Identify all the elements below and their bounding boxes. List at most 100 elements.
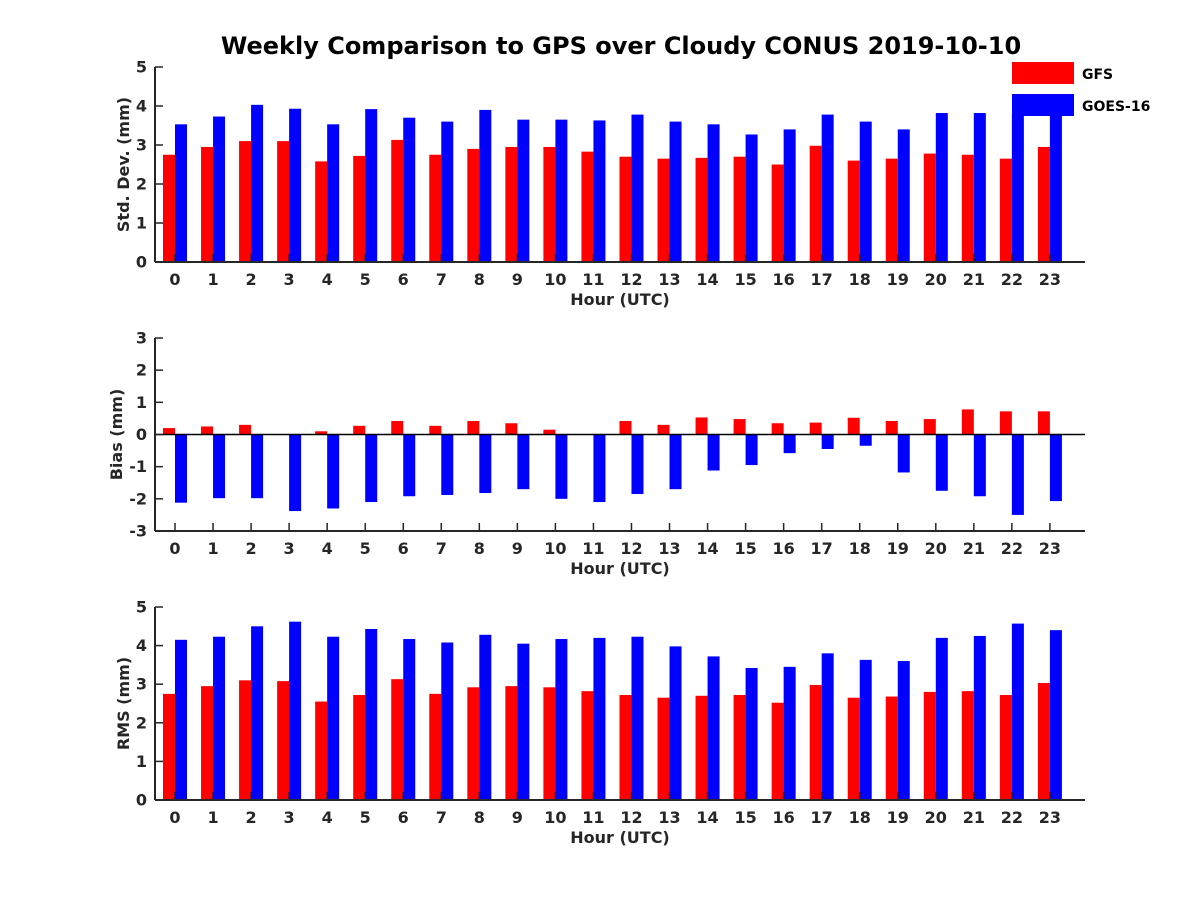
bar-goes16-hour-16 <box>783 129 796 262</box>
y-tick-label: 2 <box>136 175 147 194</box>
bar-goes16-hour-20 <box>935 113 948 263</box>
x-tick-label: 11 <box>582 270 604 289</box>
bar-gfs-hour-21 <box>961 154 974 262</box>
y-tick-label: 5 <box>136 58 147 77</box>
bar-gfs-hour-6 <box>391 679 404 800</box>
bar-gfs-hour-17 <box>809 145 822 262</box>
bar-goes16-hour-19 <box>897 129 910 262</box>
x-tick-label: 21 <box>963 539 985 558</box>
bar-gfs-hour-13 <box>657 424 670 435</box>
bar-gfs-hour-18 <box>847 697 860 800</box>
x-tick-label: 16 <box>773 270 795 289</box>
bar-goes16-hour-8 <box>479 434 492 494</box>
y-axis-label: Std. Dev. (mm) <box>114 97 133 232</box>
bar-goes16-hour-3 <box>289 108 302 262</box>
bar-goes16-hour-0 <box>175 434 187 503</box>
bar-gfs-hour-3 <box>277 681 290 800</box>
y-tick-label: 0 <box>136 791 147 810</box>
bar-gfs-hour-12 <box>619 695 632 800</box>
x-tick-label: 7 <box>436 270 447 289</box>
bar-goes16-hour-9 <box>517 119 530 263</box>
bar-goes16-hour-13 <box>669 121 682 262</box>
bar-gfs-hour-18 <box>847 160 860 262</box>
x-tick-label: 3 <box>284 270 295 289</box>
y-tick-label: 4 <box>136 97 147 116</box>
y-tick-label: 3 <box>136 675 147 694</box>
bar-goes16-hour-7 <box>441 121 454 262</box>
x-tick-label: 21 <box>963 808 985 827</box>
bar-gfs-hour-19 <box>885 696 898 800</box>
bar-goes16-hour-5 <box>365 434 378 503</box>
x-tick-label: 12 <box>620 539 642 558</box>
bar-gfs-hour-4 <box>315 701 328 800</box>
bar-goes16-hour-14 <box>707 656 720 800</box>
bar-gfs-hour-9 <box>505 423 518 435</box>
x-tick-label: 6 <box>398 539 409 558</box>
x-tick-label: 18 <box>849 270 871 289</box>
bar-goes16-hour-8 <box>479 634 492 800</box>
y-tick-label: -2 <box>129 489 147 508</box>
bar-gfs-hour-0 <box>163 428 175 435</box>
bar-goes16-hour-22 <box>1011 113 1024 262</box>
bar-gfs-hour-14 <box>695 695 708 800</box>
bar-gfs-hour-14 <box>695 417 708 435</box>
legend-swatch-goes16 <box>1012 94 1074 116</box>
y-tick-label: -1 <box>129 457 147 476</box>
x-tick-label: 15 <box>734 539 756 558</box>
bar-gfs-hour-5 <box>353 695 366 800</box>
bar-goes16-hour-23 <box>1049 434 1062 502</box>
bar-gfs-hour-0 <box>163 693 175 800</box>
bar-goes16-hour-23 <box>1049 113 1062 263</box>
x-tick-label: 17 <box>811 808 833 827</box>
bar-goes16-hour-18 <box>859 659 872 800</box>
y-tick-label: 0 <box>136 253 147 272</box>
x-tick-label: 5 <box>360 270 371 289</box>
bar-goes16-hour-22 <box>1011 434 1024 515</box>
x-tick-label: 14 <box>696 270 718 289</box>
bar-gfs-hour-16 <box>771 164 784 262</box>
bar-goes16-hour-11 <box>593 434 606 503</box>
bar-gfs-hour-1 <box>201 146 214 262</box>
bar-goes16-hour-14 <box>707 434 720 471</box>
bar-goes16-hour-5 <box>365 109 378 263</box>
x-tick-label: 9 <box>512 270 523 289</box>
y-tick-label: 0 <box>136 425 147 444</box>
bar-goes16-hour-18 <box>859 121 872 262</box>
bar-gfs-hour-10 <box>543 429 556 435</box>
x-tick-label: 22 <box>1001 808 1023 827</box>
bar-gfs-hour-7 <box>429 154 442 262</box>
x-tick-label: 23 <box>1039 539 1061 558</box>
x-tick-label: 1 <box>207 270 218 289</box>
bar-goes16-hour-1 <box>213 116 226 262</box>
bar-goes16-hour-12 <box>631 114 644 262</box>
bar-goes16-hour-9 <box>517 434 530 490</box>
x-tick-label: 17 <box>811 539 833 558</box>
x-tick-label: 11 <box>582 808 604 827</box>
bar-gfs-hour-1 <box>201 686 214 800</box>
bar-goes16-hour-21 <box>973 434 986 497</box>
bar-gfs-hour-10 <box>543 146 556 262</box>
x-tick-label: 20 <box>925 808 947 827</box>
x-tick-label: 12 <box>620 270 642 289</box>
bar-goes16-hour-21 <box>973 113 986 263</box>
x-tick-label: 22 <box>1001 539 1023 558</box>
bar-goes16-hour-2 <box>251 434 264 499</box>
x-axis-label: Hour (UTC) <box>570 290 670 309</box>
bar-gfs-hour-18 <box>847 417 860 435</box>
x-tick-label: 14 <box>696 808 718 827</box>
x-tick-label: 19 <box>887 808 909 827</box>
x-tick-label: 4 <box>322 808 333 827</box>
bar-goes16-hour-10 <box>555 434 568 499</box>
x-tick-label: 4 <box>322 539 333 558</box>
bar-gfs-hour-13 <box>657 697 670 800</box>
bar-gfs-hour-11 <box>581 691 594 800</box>
bar-gfs-hour-15 <box>733 419 746 435</box>
y-axis-label: RMS (mm) <box>114 657 133 750</box>
bar-gfs-hour-3 <box>277 141 290 262</box>
bar-goes16-hour-17 <box>821 653 834 800</box>
y-tick-label: 5 <box>136 598 147 617</box>
bar-goes16-hour-10 <box>555 639 568 800</box>
